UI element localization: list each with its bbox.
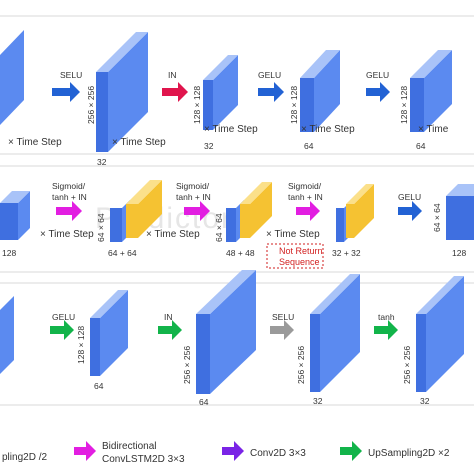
time-step-label: × Time Step [266, 229, 320, 240]
time-step-label: × Time Step [146, 229, 200, 240]
dimension-label: 128 × 128 [399, 86, 409, 124]
arrow-label: Sigmoid/ [288, 181, 322, 191]
block-r2-4 [446, 184, 474, 240]
time-step-label: × Time Step [301, 124, 355, 135]
channels-label: 64 + 64 [108, 248, 137, 258]
block-r3-2 [196, 270, 256, 394]
arrow-blue-icon [52, 82, 80, 102]
legend-item-downsampling: pling2D /2 [2, 452, 47, 463]
arrow-label: tanh + IN [176, 192, 211, 202]
dimension-label: 64 × 64 [432, 203, 442, 232]
arrow-magenta-icon [74, 441, 96, 461]
arrow-label: Sigmoid/ [52, 181, 86, 191]
channels-label: 32 [420, 396, 430, 406]
legend-label: UpSampling2D ×2 [368, 448, 450, 459]
channels-label: 32 + 32 [332, 248, 361, 258]
annotation-line-1: Not Return [279, 246, 323, 256]
block-r3-4 [416, 276, 464, 392]
arrow-magenta-icon [296, 201, 320, 221]
block-r2-0 [0, 191, 30, 240]
legend: pling2D /2 Bidirectional ConvLSTM2D 3×3 … [2, 441, 450, 465]
legend-label: ConvLSTM2D 3×3 [102, 454, 185, 465]
channels-label: 64 [304, 141, 314, 151]
block-r3-3 [310, 274, 360, 392]
legend-item-conv2d: Conv2D 3×3 [222, 441, 306, 461]
arrow-blue-icon [258, 82, 284, 102]
arrow-green-icon [50, 320, 74, 340]
dimension-label: 128 × 128 [76, 326, 86, 364]
arrow-label: GELU [398, 192, 421, 202]
arrow-label: SELU [272, 312, 294, 322]
dimension-label: 64 × 64 [96, 213, 106, 242]
arrow-blue-icon [398, 201, 422, 221]
block-r1-3 [300, 50, 340, 132]
arrow-purple-icon [222, 441, 244, 461]
block-r1-1 [96, 32, 148, 152]
dimension-label: 128 × 128 [192, 86, 202, 124]
time-step-label: × Time Step [40, 229, 94, 240]
channels-label: 128 [2, 248, 16, 258]
arrow-label: GELU [366, 70, 389, 80]
dimension-label: 64 × 64 [214, 213, 224, 242]
dimension-label: 256 × 256 [182, 346, 192, 384]
block-r3-1 [90, 290, 128, 376]
arrow-label: Sigmoid/ [176, 181, 210, 191]
channels-label: 64 [416, 141, 426, 151]
block-r2-1 [110, 180, 162, 242]
arrow-red-icon [162, 82, 188, 102]
channels-label: 128 [452, 248, 466, 258]
block-r1-0 [0, 30, 24, 125]
arrow-label: GELU [258, 70, 281, 80]
channels-label: 64 [94, 381, 104, 391]
arrow-green-icon [374, 320, 398, 340]
arrow-magenta-icon [56, 201, 82, 221]
legend-item-bi-convlstm: Bidirectional ConvLSTM2D 3×3 [74, 441, 185, 465]
time-step-label: × Time Step [8, 137, 62, 148]
channels-label: 48 + 48 [226, 248, 255, 258]
dimension-label: 256 × 256 [296, 346, 306, 384]
block-r2-2 [226, 182, 272, 242]
dimension-label: 128 × 128 [289, 86, 299, 124]
row-1: × Time Step SELU 256 × 256 × Time Step 3… [0, 30, 452, 167]
legend-label: pling2D /2 [2, 452, 47, 463]
arrow-label: tanh + IN [52, 192, 87, 202]
dimension-label: 256 × 256 [402, 346, 412, 384]
arrow-green-icon [340, 441, 362, 461]
row-2: 128 × Time Step Sigmoid/ tanh + IN 64 × … [0, 180, 474, 269]
arrow-green-icon [158, 320, 182, 340]
arrow-grey-icon [270, 320, 294, 340]
channels-label: 32 [204, 141, 214, 151]
channels-label: 32 [97, 157, 107, 167]
arrow-label: IN [164, 312, 173, 322]
time-step-label: × Time Step [204, 124, 258, 135]
block-r2-3 [336, 184, 374, 242]
channels-label: 64 [199, 397, 209, 407]
legend-label: Bidirectional [102, 441, 156, 452]
row-3: GELU 128 × 128 64 IN 256 × 256 64 SELU [0, 270, 464, 407]
arrow-label: GELU [52, 312, 75, 322]
block-r3-0 [0, 296, 14, 374]
legend-label: Conv2D 3×3 [250, 448, 306, 459]
legend-item-upsampling: UpSampling2D ×2 [340, 441, 450, 461]
arrow-label: tanh + IN [288, 192, 323, 202]
encoder-panel-frame [0, 15, 474, 155]
time-step-label: × Time Step [112, 137, 166, 148]
arrow-magenta-icon [184, 201, 210, 221]
annotation-line-2: Sequence [279, 257, 320, 267]
time-step-label: × Time [418, 124, 449, 135]
dimension-label: 256 × 256 [86, 86, 96, 124]
block-r1-2 [203, 55, 238, 130]
block-r1-4 [410, 50, 452, 132]
arrow-blue-icon [366, 82, 390, 102]
arrow-label: tanh [378, 312, 395, 322]
not-return-sequence-box [266, 243, 324, 269]
channels-label: 32 [313, 396, 323, 406]
arrow-label: IN [168, 70, 177, 80]
arrow-label: SELU [60, 70, 82, 80]
